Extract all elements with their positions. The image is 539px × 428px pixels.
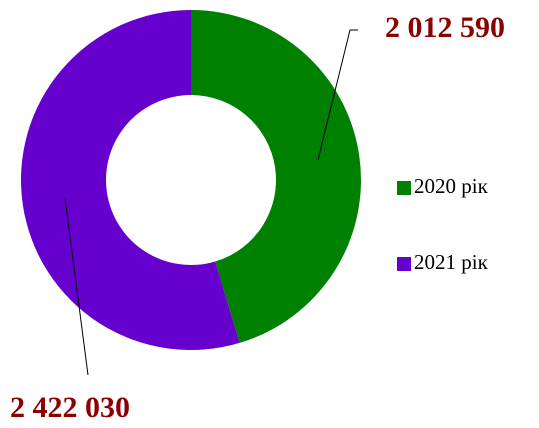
- data-label: 2 012 590: [385, 11, 505, 44]
- legend-label: 2020 рік: [414, 174, 489, 198]
- donut-slice: [191, 10, 362, 343]
- data-label: 2 422 030: [10, 391, 130, 424]
- legend-label: 2021 рік: [414, 250, 489, 274]
- donut-slice: [21, 10, 240, 350]
- leader-line: [64, 197, 89, 376]
- legend-swatch: [397, 257, 411, 271]
- leader-line: [317, 29, 358, 161]
- legend-swatch: [397, 181, 411, 195]
